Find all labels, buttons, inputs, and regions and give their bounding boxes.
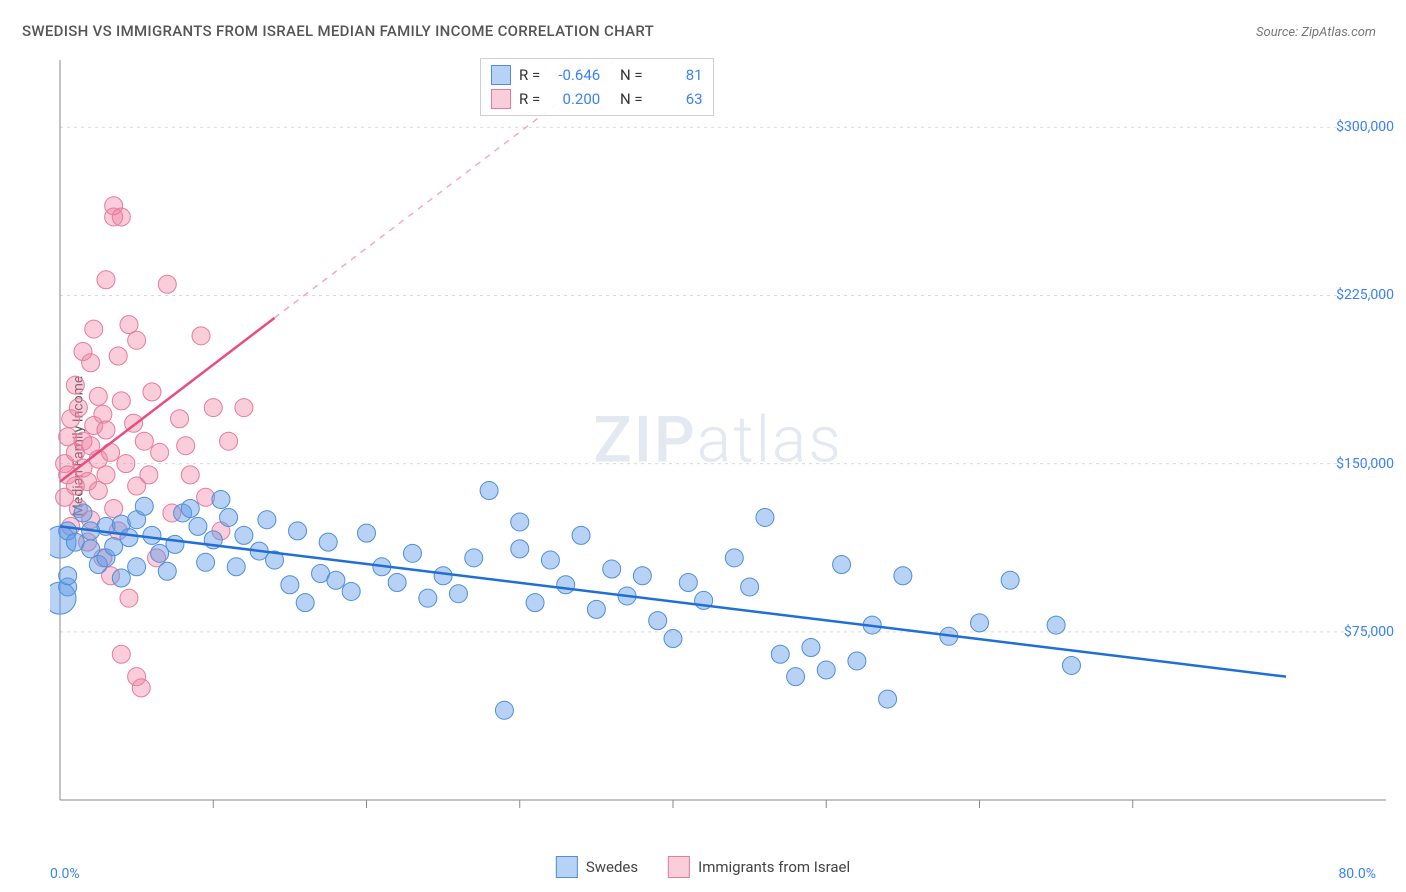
stats-row: R = -0.646 N = 81 <box>491 63 703 87</box>
x-axis-max-label: 80.0% <box>1338 866 1376 882</box>
chart-svg <box>50 50 1386 830</box>
legend-swatch <box>556 856 578 878</box>
legend-item: Immigrants from Israel <box>668 856 850 878</box>
n-label: N = <box>620 87 643 111</box>
correlation-stats-box: R = -0.646 N = 81 R = 0.200 N = 63 <box>480 58 714 116</box>
source-attribution: Source: ZipAtlas.com <box>1256 25 1376 40</box>
chart-title: SWEDISH VS IMMIGRANTS FROM ISRAEL MEDIAN… <box>22 22 654 40</box>
r-label: R = <box>519 87 540 111</box>
r-value: -0.646 <box>548 63 600 87</box>
y-axis-tick-label: $150,000 <box>1336 456 1394 472</box>
chart-legend: Swedes Immigrants from Israel <box>556 856 850 878</box>
legend-label: Swedes <box>586 858 638 876</box>
chart-plot-area: ZIPatlas <box>50 50 1386 830</box>
legend-swatch <box>668 856 690 878</box>
legend-item: Swedes <box>556 856 638 878</box>
y-axis-tick-label: $300,000 <box>1336 119 1394 135</box>
n-value: 63 <box>651 87 703 111</box>
r-value: 0.200 <box>548 87 600 111</box>
y-axis-tick-label: $75,000 <box>1344 624 1394 640</box>
stats-row: R = 0.200 N = 63 <box>491 87 703 111</box>
series-swatch <box>491 65 511 85</box>
n-value: 81 <box>651 63 703 87</box>
legend-label: Immigrants from Israel <box>698 858 850 876</box>
series-swatch <box>491 89 511 109</box>
n-label: N = <box>620 63 643 87</box>
r-label: R = <box>519 63 540 87</box>
y-axis-tick-label: $225,000 <box>1336 287 1394 303</box>
x-axis-min-label: 0.0% <box>50 866 80 882</box>
